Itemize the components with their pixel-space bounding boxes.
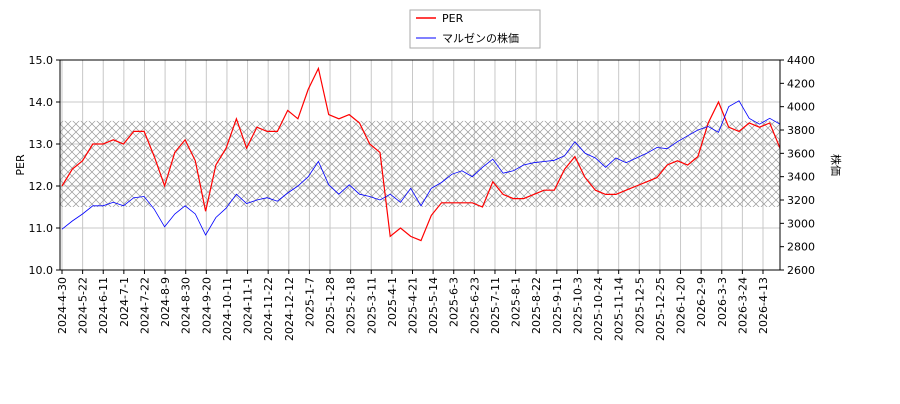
- x-tick-label: 2024-4-30: [56, 277, 69, 334]
- x-tick-label: 2025-1-7: [303, 277, 316, 327]
- x-tick-label: 2025-9-11: [551, 277, 564, 334]
- y-tick-label-right: 4400: [787, 54, 815, 67]
- per-line: [61, 66, 781, 242]
- x-tick-label: 2025-6-3: [448, 277, 461, 327]
- x-tick-label: 2025-5-14: [427, 277, 440, 334]
- y-tick-label-right: 4000: [787, 101, 815, 114]
- y-tick-label-right: 3000: [787, 217, 815, 230]
- x-tick-label: 2024-11-22: [262, 277, 275, 341]
- x-tick-label: 2024-7-1: [118, 277, 131, 327]
- stock-price-line: [61, 100, 781, 236]
- y-axis-label-right: 株価: [829, 154, 843, 176]
- x-tick-label: 2025-6-23: [468, 277, 481, 334]
- x-tick-label: 2025-4-21: [407, 277, 420, 334]
- y-tick-label-right: 3600: [787, 147, 815, 160]
- x-tick-label: 2024-10-11: [221, 277, 234, 341]
- x-tick-label: 2025-12-25: [654, 277, 667, 341]
- x-tick-label: 2025-10-24: [592, 277, 605, 341]
- x-tick-label: 2024-11-1: [242, 277, 255, 334]
- y-tick-label-right: 3400: [787, 171, 815, 184]
- y-tick-label-right: 2800: [787, 241, 815, 254]
- x-tick-label: 2025-3-11: [365, 277, 378, 334]
- legend-label-stock: マルゼンの株価: [442, 31, 519, 45]
- x-tick-label: 2026-1-20: [675, 277, 688, 334]
- x-tick-label: 2024-8-9: [159, 277, 172, 327]
- x-tick-label: 2026-4-13: [757, 277, 770, 334]
- per-range-band: [60, 120, 780, 207]
- y-tick-label-right: 2600: [787, 264, 815, 277]
- x-tick-label: 2025-1-28: [324, 277, 337, 334]
- plot-frame: [59, 59, 781, 271]
- x-tick-label: 2025-2-18: [345, 277, 358, 334]
- y-tick-label-left: 10.0: [29, 264, 54, 277]
- x-tick-label: 2024-9-20: [200, 277, 213, 334]
- x-tick-label: 2026-3-24: [736, 277, 749, 334]
- y-tick-label-right: 3800: [787, 124, 815, 137]
- y-axis-label-left: PER: [14, 154, 27, 176]
- y-tick-label-right: 4200: [787, 77, 815, 90]
- x-tick-label: 2024-5-22: [77, 277, 90, 334]
- x-tick-label: 2026-2-9: [695, 277, 708, 327]
- y-tick-label-left: 11.0: [29, 222, 54, 235]
- x-tick-label: 2025-10-3: [571, 277, 584, 334]
- x-tick-label: 2026-3-3: [716, 277, 729, 327]
- x-tick-label: 2025-4-1: [386, 277, 399, 327]
- x-tick-label: 2024-6-11: [97, 277, 110, 334]
- x-tick-label: 2025-12-5: [633, 277, 646, 334]
- x-tick-label: 2025-8-22: [530, 277, 543, 334]
- x-tick-label: 2025-7-11: [489, 277, 502, 334]
- legend: PER マルゼンの株価: [409, 9, 541, 49]
- x-tick-label: 2024-12-12: [283, 277, 296, 341]
- x-tick-label: 2025-11-14: [613, 277, 626, 341]
- x-tick-label: 2024-7-22: [138, 277, 151, 334]
- y-tick-label-left: 15.0: [29, 54, 54, 67]
- y-tick-label-left: 12.0: [29, 180, 54, 193]
- x-tick-label: 2025-8-1: [510, 277, 523, 327]
- y-tick-label-right: 3200: [787, 194, 815, 207]
- y-tick-label-left: 13.0: [29, 138, 54, 151]
- y-tick-label-left: 14.0: [29, 96, 54, 109]
- legend-label-per: PER: [442, 12, 464, 25]
- x-tick-label: 2024-8-30: [180, 277, 193, 334]
